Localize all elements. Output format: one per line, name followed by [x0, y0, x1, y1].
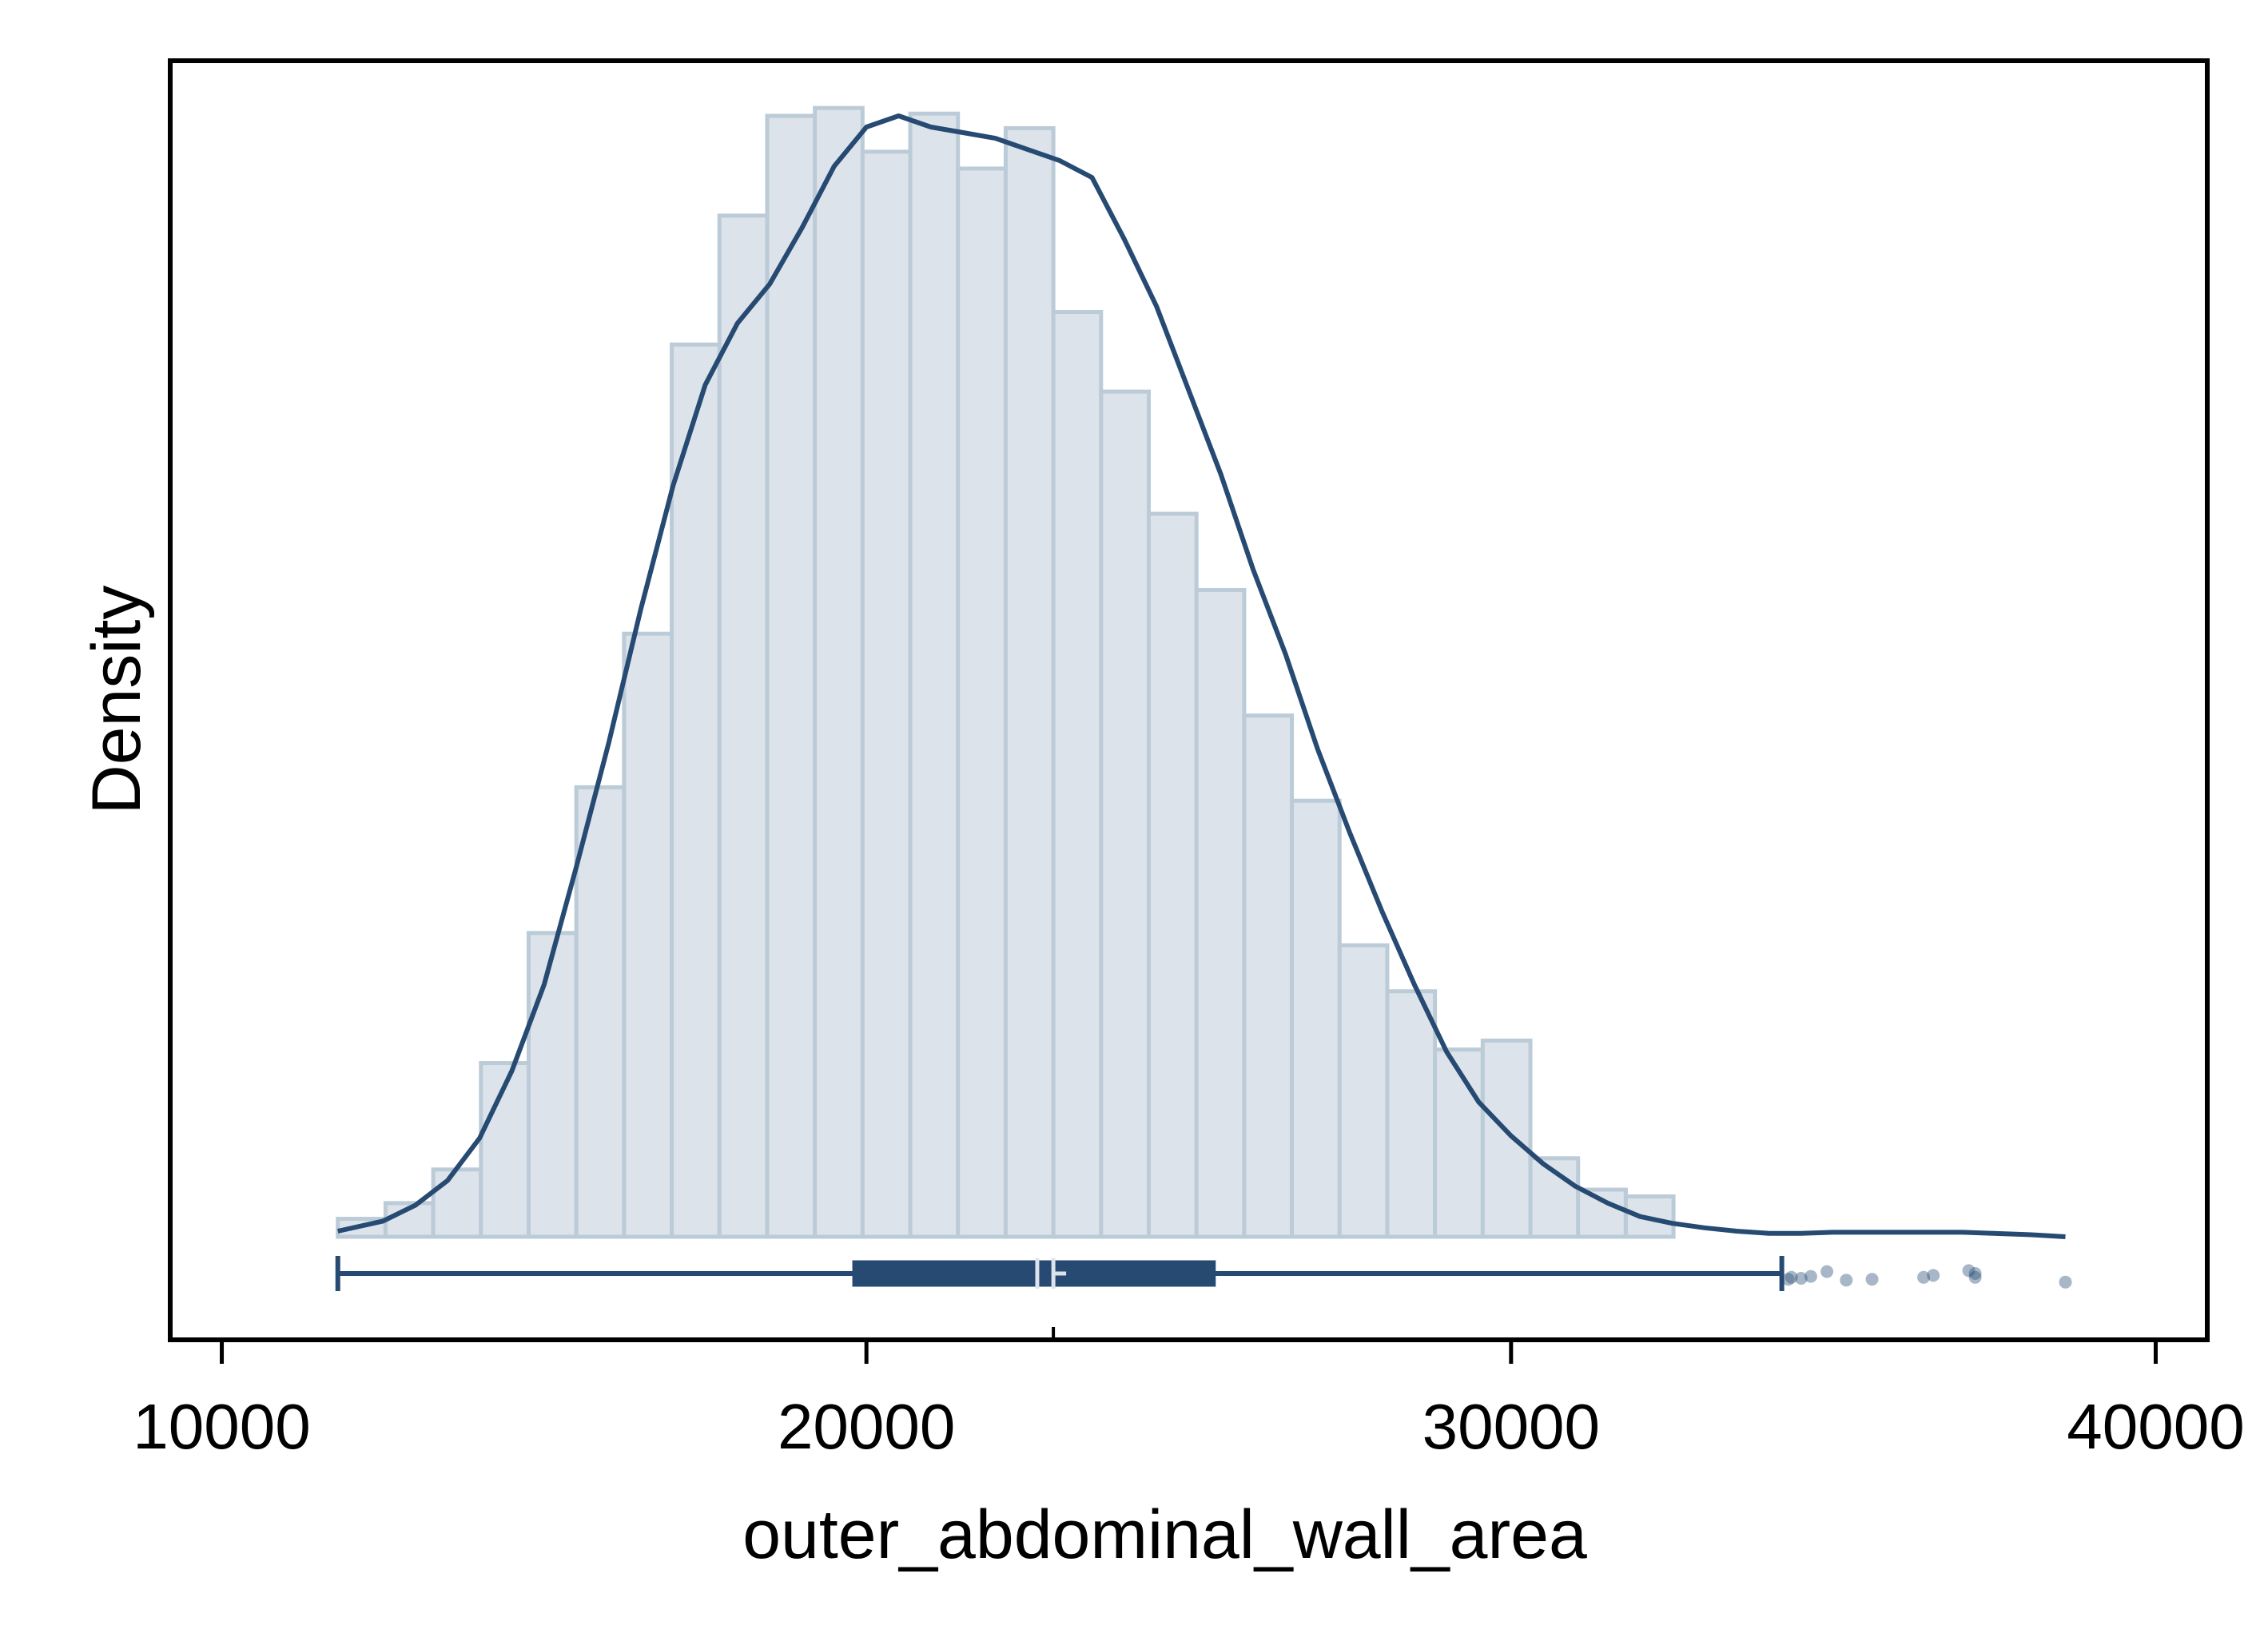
boxplot-box: [852, 1260, 1216, 1287]
histogram-bar: [908, 111, 961, 1239]
boxplot-outlier-point: [1820, 1265, 1834, 1278]
histogram-bar: [765, 113, 818, 1239]
boxplot-outlier-point: [1840, 1274, 1853, 1287]
histogram-bar: [574, 785, 627, 1239]
histogram-bar: [1337, 943, 1390, 1239]
histogram-bar: [1433, 1047, 1485, 1239]
x-axis-tick-label: 20000: [778, 1391, 955, 1462]
histogram-bar: [1003, 125, 1056, 1239]
boxplot-outlier-point: [1785, 1270, 1798, 1284]
boxplot-outlier-point: [1794, 1272, 1808, 1285]
boxplot-outlier-point: [1927, 1269, 1940, 1282]
boxplot-outlier-point: [1804, 1270, 1817, 1283]
x-axis: 10000 20000 30000 40000: [133, 1327, 2245, 1462]
histogram-bar: [1290, 798, 1342, 1239]
x-axis-tick-label: 30000: [1422, 1391, 1600, 1462]
histogram-bar: [526, 931, 579, 1239]
histogram-bar: [1576, 1187, 1628, 1239]
x-axis-tick-label: 40000: [2067, 1391, 2244, 1462]
histogram-bar: [956, 166, 1008, 1239]
boxplot-outlier-point: [1968, 1270, 1982, 1284]
x-axis-tick-label: 10000: [133, 1391, 310, 1462]
density-curve-line: [337, 113, 2066, 1239]
histogram-bar: [813, 105, 865, 1239]
boxplot-outlier-point: [1917, 1270, 1931, 1284]
histogram-bar: [1051, 310, 1104, 1239]
y-axis-title: Density: [78, 586, 155, 815]
boxplot-outlier-point: [1968, 1267, 1982, 1280]
histogram-bar: [1146, 511, 1199, 1239]
boxplot-outlier-point: [1962, 1264, 1976, 1277]
x-axis-title: outer_abdominal_wall_area: [742, 1496, 1587, 1573]
boxplot-outlier-point: [1865, 1273, 1879, 1286]
histogram-bar: [717, 213, 770, 1239]
histogram-bar: [860, 149, 913, 1239]
histogram-bar: [1480, 1038, 1533, 1239]
histogram-bar: [1385, 989, 1438, 1239]
histogram-bar: [1194, 587, 1247, 1239]
histogram-bar: [622, 631, 674, 1239]
histogram-bar: [479, 1061, 531, 1239]
histogram-bar: [1242, 713, 1295, 1239]
plot-frame: [168, 58, 2210, 1342]
boxplot-outlier-point: [2059, 1275, 2072, 1289]
histogram-bar: [431, 1167, 483, 1239]
boxplot-outlier-point: [1781, 1273, 1795, 1286]
histogram-bar: [1099, 389, 1151, 1239]
histogram-bar: [670, 342, 722, 1239]
histogram-bars: [336, 105, 1676, 1239]
boxplot: [335, 1256, 2072, 1291]
